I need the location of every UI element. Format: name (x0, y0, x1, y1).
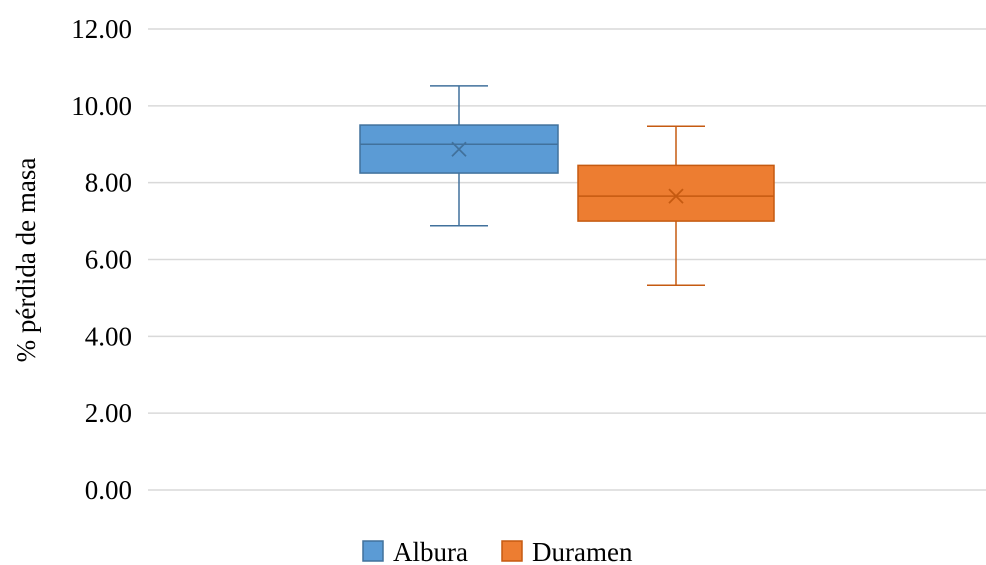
y-axis-title: % pérdida de masa (11, 158, 41, 363)
gridlines (148, 28, 986, 491)
legend: Albura Duramen (362, 537, 633, 565)
legend-swatch-duramen (501, 540, 523, 562)
legend-label-albura: Albura (393, 537, 468, 565)
mean-marker (451, 141, 467, 157)
legend-swatch-albura (362, 540, 384, 562)
iqr-box (577, 164, 775, 222)
y-tick-label: 6.00 (85, 245, 132, 275)
legend-label-duramen: Duramen (532, 537, 633, 565)
y-tick-label: 2.00 (85, 398, 132, 428)
y-tick-label: 0.00 (85, 475, 132, 505)
y-tick-label: 12.00 (71, 14, 132, 44)
y-tick-label: 8.00 (85, 168, 132, 198)
y-tick-label: 4.00 (85, 321, 132, 351)
y-tick-labels: 0.00 2.00 4.00 6.00 8.00 10.00 12.00 (71, 14, 132, 505)
box-albura (359, 85, 559, 227)
box-duramen (577, 125, 775, 286)
mean-marker (668, 188, 684, 204)
y-tick-label: 10.00 (71, 91, 132, 121)
box-series (359, 85, 775, 286)
